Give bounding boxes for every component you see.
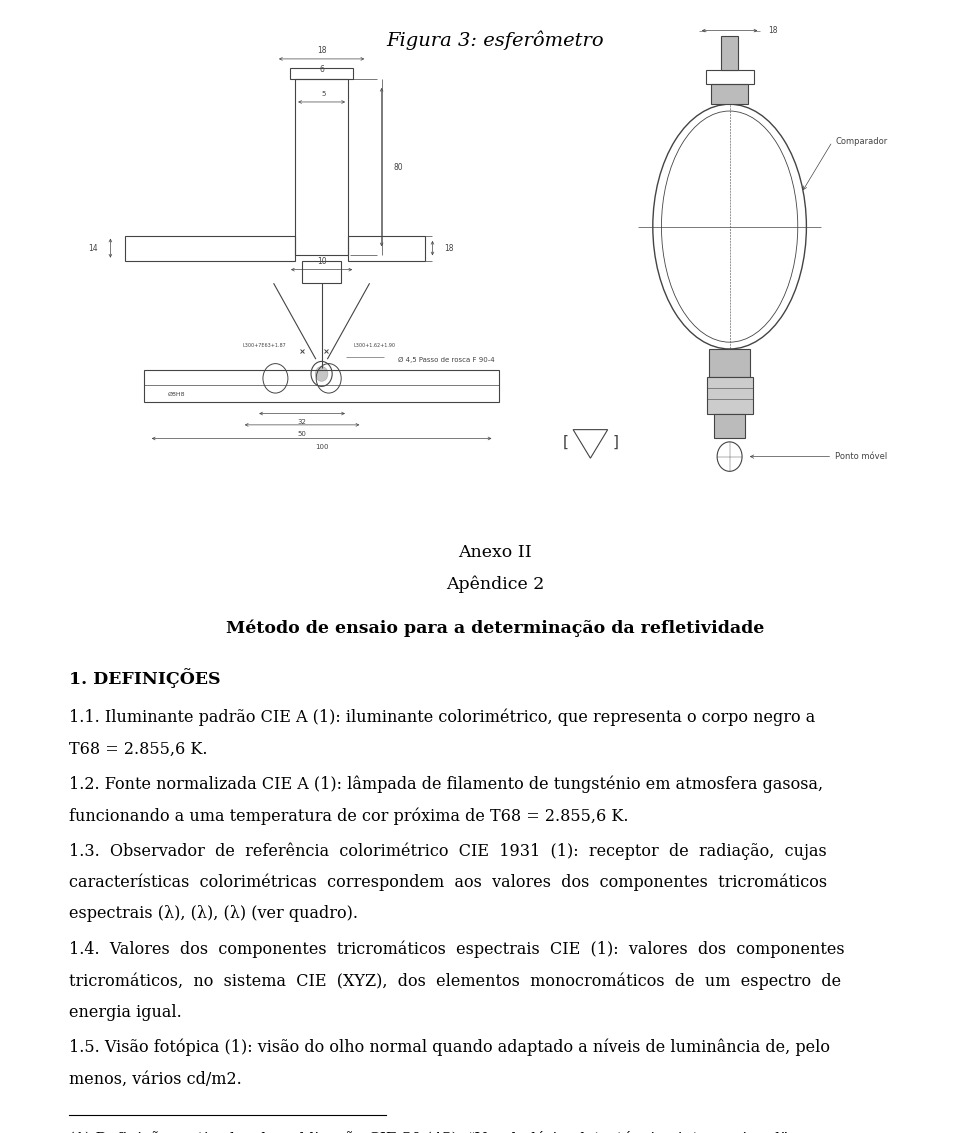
Bar — [707, 377, 753, 414]
Text: 1.3.  Observador  de  referência  colorimétrico  CIE  1931  (1):  receptor  de  : 1.3. Observador de referência colorimétr… — [69, 842, 827, 860]
Bar — [714, 414, 745, 438]
Text: Método de ensaio para a determinação da refletividade: Método de ensaio para a determinação da … — [227, 620, 764, 638]
Text: Ø 4,5 Passo de rosca F 90-4: Ø 4,5 Passo de rosca F 90-4 — [398, 357, 494, 363]
Text: 100: 100 — [315, 444, 328, 450]
Text: (1) Definições retiradas da publicação CIE 50 (45), “Vocabulário eletrotécnico i: (1) Definições retiradas da publicação C… — [69, 1131, 793, 1133]
Bar — [709, 349, 750, 377]
Bar — [144, 370, 499, 402]
Text: Apêndice 2: Apêndice 2 — [446, 576, 544, 593]
Text: ]: ] — [612, 434, 618, 450]
Circle shape — [315, 366, 328, 382]
Bar — [348, 236, 424, 261]
Text: T68 = 2.855,6 K.: T68 = 2.855,6 K. — [69, 741, 207, 758]
Text: 1.5. Visão fotópica (1): visão do olho normal quando adaptado a níveis de luminâ: 1.5. Visão fotópica (1): visão do olho n… — [69, 1039, 830, 1056]
Bar — [302, 261, 341, 283]
Text: Anexo II: Anexo II — [459, 544, 532, 561]
Text: 80: 80 — [394, 163, 403, 171]
Bar — [296, 79, 348, 255]
Text: 14: 14 — [88, 244, 98, 253]
Text: 5: 5 — [322, 91, 325, 97]
Bar — [711, 84, 748, 104]
Bar — [125, 236, 296, 261]
Text: 10: 10 — [317, 257, 326, 266]
Bar — [290, 68, 352, 79]
Text: funcionando a uma temperatura de cor próxima de T68 = 2.855,6 K.: funcionando a uma temperatura de cor pró… — [69, 807, 629, 825]
Text: 1.2. Fonte normalizada CIE A (1): lâmpada de filamento de tungsténio em atmosfer: 1.2. Fonte normalizada CIE A (1): lâmpad… — [69, 775, 824, 793]
Text: energia igual.: energia igual. — [69, 1004, 181, 1021]
Text: características  colorimétricas  correspondem  aos  valores  dos  componentes  t: características colorimétricas correspon… — [69, 874, 828, 892]
Bar — [706, 70, 754, 84]
Text: 1. DEFINIÇÕES: 1. DEFINIÇÕES — [69, 667, 221, 688]
Text: Ø8H8: Ø8H8 — [168, 392, 185, 397]
Text: L300+1.62+1.90: L300+1.62+1.90 — [353, 343, 396, 348]
Text: menos, vários cd/m2.: menos, vários cd/m2. — [69, 1071, 242, 1088]
Bar — [721, 36, 738, 70]
Text: Ponto móvel: Ponto móvel — [835, 452, 887, 461]
Text: 1.4.  Valores  dos  componentes  tricromáticos  espectrais  CIE  (1):  valores  : 1.4. Valores dos componentes tricromátic… — [69, 940, 845, 957]
Text: 50: 50 — [298, 431, 306, 436]
Text: 18: 18 — [768, 26, 778, 35]
Text: 18: 18 — [444, 244, 453, 253]
Text: espectrais (λ), (λ), (λ) (ver quadro).: espectrais (λ), (λ), (λ) (ver quadro). — [69, 905, 358, 922]
Text: 6: 6 — [319, 65, 324, 74]
Text: Comparador: Comparador — [835, 137, 887, 146]
Text: 18: 18 — [317, 46, 326, 56]
Text: L300+7E63+1.87: L300+7E63+1.87 — [242, 343, 286, 348]
Text: Figura 3: esferômetro: Figura 3: esferômetro — [387, 31, 604, 50]
Text: tricromáticos,  no  sistema  CIE  (XYZ),  dos  elementos  monocromáticos  de  um: tricromáticos, no sistema CIE (XYZ), dos… — [69, 972, 841, 989]
Text: [: [ — [563, 434, 568, 450]
Text: 1.1. Iluminante padrão CIE A (1): iluminante colorimétrico, que representa o cor: 1.1. Iluminante padrão CIE A (1): ilumin… — [69, 709, 815, 726]
Text: 32: 32 — [298, 419, 306, 425]
